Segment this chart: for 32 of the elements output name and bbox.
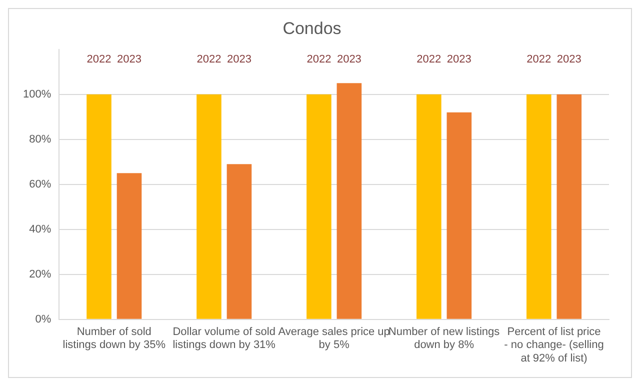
text: 2022 xyxy=(86,53,112,66)
y-tick-label: 40% xyxy=(29,223,52,236)
y-tick-label: 80% xyxy=(29,133,52,146)
x-tick-label: Number of sold listings down by 35% xyxy=(62,326,166,352)
x-tick-label: Dollar volume of sold listings down by 31% xyxy=(172,326,276,352)
bar xyxy=(306,94,332,319)
text: 2023 xyxy=(226,53,252,66)
bar xyxy=(336,83,362,319)
y-tick-label: 20% xyxy=(29,268,52,280)
text: 2023 xyxy=(117,53,142,66)
bar xyxy=(416,94,442,319)
text: 2022 xyxy=(306,53,332,66)
bar xyxy=(226,164,252,319)
series-label: 2023 xyxy=(336,53,362,66)
text: 2023 xyxy=(446,53,472,66)
bar xyxy=(116,173,142,319)
y-tick-label: 100% xyxy=(22,88,52,100)
text: 2022 xyxy=(526,53,552,66)
x-tick-label: Percent of list price - no change- (selling at 92% of list) xyxy=(504,326,604,364)
chart-title: Condos xyxy=(282,18,342,38)
text: 2023 xyxy=(556,53,582,66)
x-tick-label: Average sales price up by 5% xyxy=(278,326,390,352)
bar xyxy=(556,94,582,319)
text: 2022 xyxy=(416,53,442,66)
bar xyxy=(526,94,552,319)
y-tick-label: 60% xyxy=(29,178,52,190)
x-tick-label: Number of new listings down by 8% xyxy=(388,326,500,352)
bar xyxy=(86,94,112,319)
text: 2022 xyxy=(196,53,222,66)
y-tick-label: 0% xyxy=(35,313,52,326)
bar xyxy=(196,94,222,319)
bar xyxy=(446,112,472,319)
